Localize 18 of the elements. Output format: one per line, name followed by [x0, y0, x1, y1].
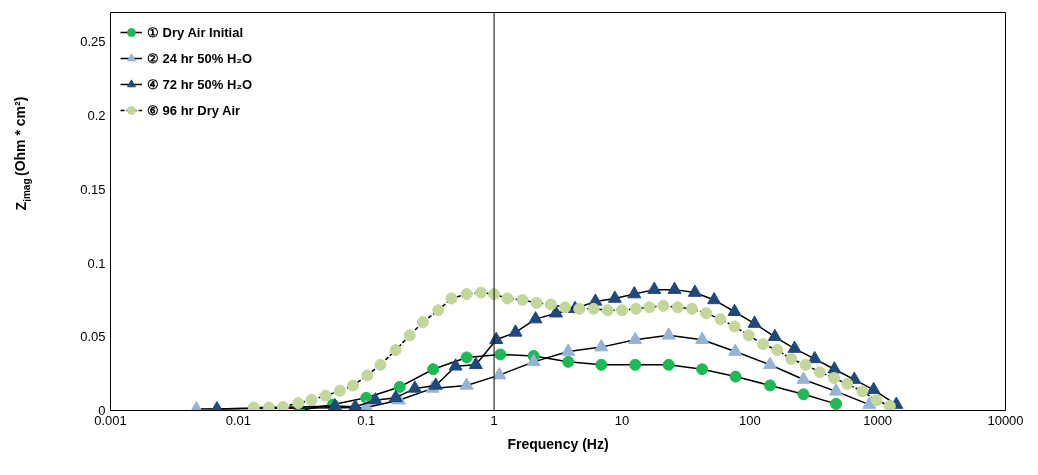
- y-tick-label: 0.2: [87, 108, 106, 124]
- x-tick-label: 10000: [987, 412, 1024, 428]
- y-axis-title: Zimag (Ohm * cm²): [12, 96, 33, 211]
- legend-label: ① Dry Air Initial: [147, 24, 244, 40]
- x-tick-label: 0.01: [225, 412, 252, 428]
- x-axis-title: Frequency (Hz): [507, 435, 609, 452]
- x-tick-label: 10: [614, 412, 630, 428]
- y-tick-label: 0.1: [87, 255, 106, 271]
- x-tick-label: 1000: [863, 412, 893, 428]
- legend-label: ④ 72 hr 50% H₂O: [147, 76, 253, 92]
- x-tick-label: 1: [490, 412, 498, 428]
- legend-label: ② 24 hr 50% H₂O: [147, 50, 253, 66]
- x-tick-label: 0.1: [357, 412, 376, 428]
- y-tick-label: 0.25: [80, 34, 106, 50]
- x-tick-label: 100: [738, 412, 761, 428]
- legend-label: ⑥ 96 hr Dry Air: [147, 102, 241, 118]
- y-tick-label: 0.05: [80, 329, 106, 345]
- y-tick-label: 0.15: [80, 181, 106, 197]
